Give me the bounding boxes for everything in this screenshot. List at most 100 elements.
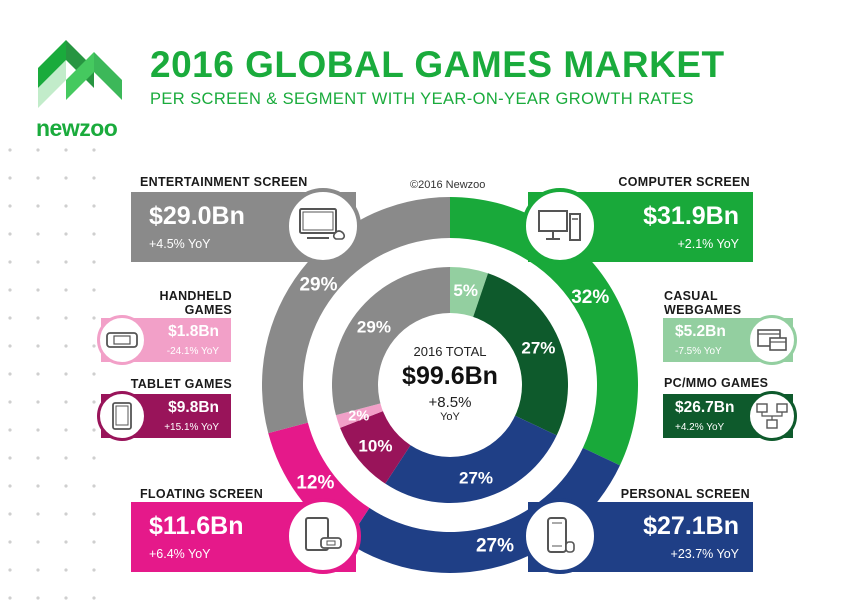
total-yoy: +8.5% [428,394,472,411]
decoration-dot [36,428,40,432]
decoration-dot [64,176,68,180]
inner-ring-labels: 5% 27% 27% 10% 2% 29% [348,281,555,487]
slice-label-personal-screen: 27% [476,535,514,556]
slice-label-pc-mmo-games: 27% [521,339,555,358]
decoration-dot [8,456,12,460]
decoration-dot [64,288,68,292]
decoration-dot [64,568,68,572]
entertainment-screen-box: $29.0Bn +4.5% YoY [131,188,361,264]
personal-screen-yoy: +23.7% YoY [670,547,739,561]
decoration-dot [36,372,40,376]
decoration-dot [92,484,96,488]
casual-webgames-value: $5.2Bn [675,323,726,340]
decoration-dot [36,176,40,180]
decoration-dot [92,316,96,320]
slice-label-computer-screen: 32% [571,287,609,308]
decoration-dot [64,512,68,516]
tablet-games-box: $9.8Bn +15.1% YoY [97,391,231,441]
total-yoy-unit: YoY [440,411,460,423]
slice-label-tablet-games: 10% [358,436,392,455]
tablet-games-yoy: +15.1% YoY [164,422,219,433]
decoration-dot [8,344,12,348]
casual-webgames-yoy: -7.5% YoY [675,346,722,357]
page-subtitle: PER SCREEN & SEGMENT WITH YEAR-ON-YEAR G… [150,90,694,108]
smartphone-icon [522,498,598,574]
decoration-dot [64,260,68,264]
decoration-dot [64,148,68,152]
newzoo-logo-icon [38,40,122,108]
decoration-dot [8,232,12,236]
decoration-dot [92,204,96,208]
decoration-dot [64,456,68,460]
slice-computer-screen [450,197,638,466]
personal-screen-label: PERSONAL SCREEN [620,487,750,501]
decoration-dot [64,232,68,236]
decoration-dot [92,232,96,236]
decoration-dot [64,204,68,208]
handheld-games-label-line2: GAMES [184,303,232,317]
decoration-dot [8,512,12,516]
decoration-dot [92,596,96,600]
tablet-handheld-icon [285,498,361,574]
decoration-dot [64,484,68,488]
floating-screen-yoy: +6.4% YoY [149,547,211,561]
decoration-dot [36,204,40,208]
decoration-dot [36,456,40,460]
decoration-dot [8,596,12,600]
decoration-dot [36,484,40,488]
browser-window-icon [747,315,797,365]
decoration-dot [36,540,40,544]
slice-label-floating-screen: 12% [296,473,334,494]
decoration-dot [92,428,96,432]
total-label: 2016 TOTAL [413,344,487,359]
slice-label-handheld-games: 2% [348,409,369,425]
decoration-dot [8,568,12,572]
casual-webgames-label-line1: CASUAL [664,289,718,303]
decoration-dot [92,456,96,460]
networked-computers-icon [747,391,797,441]
decoration-dot [92,540,96,544]
decoration-dot [92,372,96,376]
decoration-dot [36,400,40,404]
decoration-dot [64,344,68,348]
pc-mmo-games-label: PC/MMO GAMES [664,376,769,390]
slice-label-casual-webgames: 5% [453,281,478,300]
decoration-dot [36,596,40,600]
handheld-games-label: HANDHELD GAMES [140,289,232,317]
decoration-dot [92,148,96,152]
pc-mmo-games-box: $26.7Bn +4.2% YoY [663,391,797,441]
personal-screen-value: $27.1Bn [643,512,739,540]
decoration-dot [36,568,40,572]
decoration-dot [36,288,40,292]
tv-icon [285,188,361,264]
decoration-dot [92,512,96,516]
slice-label-entertainment-screen: 29% [357,317,391,336]
decoration-dot [64,400,68,404]
computer-screen-box: $31.9Bn +2.1% YoY [522,188,753,264]
decoration-dot [8,372,12,376]
decoration-dot [64,316,68,320]
decoration-dot [8,148,12,152]
page-title: 2016 GLOBAL GAMES MARKET [150,44,725,85]
entertainment-screen-value: $29.0Bn [149,202,245,230]
decoration-dot [8,400,12,404]
decoration-dot [92,176,96,180]
decoration-dot [8,316,12,320]
total-value: $99.6Bn [402,362,498,390]
decoration-dot [36,232,40,236]
decoration-dot [64,372,68,376]
decoration-dot [8,288,12,292]
decoration-dot [92,400,96,404]
entertainment-screen-yoy: +4.5% YoY [149,237,211,251]
floating-screen-box: $11.6Bn +6.4% YoY [131,498,361,574]
handheld-console-icon [97,315,147,365]
floating-screen-value: $11.6Bn [149,512,244,540]
casual-webgames-label-line2: WEBGAMES [664,303,742,317]
handheld-games-box: $1.8Bn -24.1% YoY [97,315,231,365]
decoration-dot [8,204,12,208]
pc-mmo-games-value: $26.7Bn [675,399,735,416]
decoration-dot [92,344,96,348]
decoration-dot [36,148,40,152]
decoration-dot [64,596,68,600]
